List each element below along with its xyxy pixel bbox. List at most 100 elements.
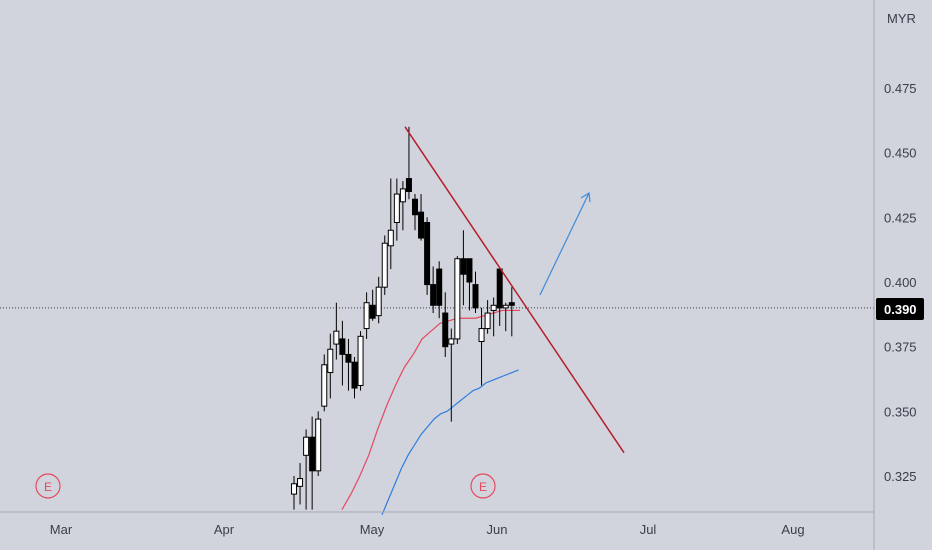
candle-body bbox=[466, 258, 473, 283]
candle-body bbox=[327, 348, 334, 374]
candle-body bbox=[297, 478, 304, 487]
candle-body bbox=[381, 242, 388, 288]
candle bbox=[381, 235, 388, 295]
candle bbox=[508, 287, 515, 337]
candle-body bbox=[375, 286, 382, 317]
candle-body bbox=[303, 436, 310, 456]
candle bbox=[333, 302, 340, 360]
candle-body bbox=[309, 436, 316, 472]
candle-body bbox=[333, 330, 340, 345]
candle-body bbox=[412, 198, 418, 216]
candle bbox=[393, 178, 400, 241]
candle-body bbox=[351, 361, 358, 389]
candle bbox=[303, 429, 310, 510]
candle bbox=[405, 126, 412, 200]
y-tick-label: 0.450 bbox=[884, 146, 917, 161]
last-price-label: 0.390 bbox=[884, 302, 917, 317]
candle bbox=[412, 194, 418, 231]
candle-body bbox=[436, 268, 443, 306]
candle bbox=[363, 292, 370, 339]
candle bbox=[460, 230, 467, 306]
candle-body bbox=[387, 229, 394, 247]
candle bbox=[424, 217, 431, 295]
candle-body bbox=[369, 304, 376, 319]
candle-body bbox=[393, 193, 400, 224]
y-tick-label: 0.425 bbox=[884, 210, 917, 225]
candle bbox=[345, 338, 352, 391]
candle bbox=[315, 411, 322, 476]
last-price-tag: 0.390 bbox=[876, 298, 924, 320]
candle-body bbox=[508, 302, 515, 306]
candle bbox=[502, 302, 509, 332]
candle bbox=[490, 297, 497, 337]
y-tick-label: 0.375 bbox=[884, 340, 917, 355]
candle-body bbox=[345, 353, 352, 363]
candle bbox=[375, 276, 382, 324]
candle bbox=[418, 194, 425, 241]
candle-body bbox=[460, 258, 467, 275]
candle bbox=[472, 271, 479, 314]
candle-body bbox=[399, 188, 406, 203]
candle bbox=[478, 307, 485, 386]
candle-body bbox=[321, 364, 328, 407]
forecast-arrow-line bbox=[539, 192, 590, 296]
candle bbox=[399, 181, 406, 231]
candle-body bbox=[496, 268, 503, 309]
x-tick-label: Mar bbox=[50, 522, 73, 537]
candle-body bbox=[405, 178, 412, 192]
candle bbox=[339, 320, 346, 386]
candle bbox=[351, 357, 358, 399]
candle-body bbox=[478, 328, 485, 342]
candle-body bbox=[454, 258, 461, 340]
candle-body bbox=[472, 284, 479, 309]
trendline bbox=[404, 126, 625, 454]
y-tick-label: 0.325 bbox=[884, 469, 917, 484]
candle bbox=[466, 258, 473, 311]
candle-body bbox=[484, 312, 491, 330]
currency-label: MYR bbox=[887, 11, 916, 26]
candle bbox=[484, 300, 491, 334]
candle-body bbox=[418, 211, 425, 239]
candle-body bbox=[339, 338, 346, 355]
y-tick-label: 0.400 bbox=[884, 275, 917, 290]
y-tick-label: 0.350 bbox=[884, 404, 917, 419]
candle bbox=[430, 266, 437, 314]
candle-body bbox=[490, 304, 497, 311]
x-tick-label: Aug bbox=[781, 522, 804, 537]
candle bbox=[297, 463, 304, 505]
earnings-marker-label: E bbox=[479, 480, 487, 494]
x-tick-label: Jul bbox=[640, 522, 657, 537]
candle bbox=[442, 292, 449, 358]
candle-body bbox=[357, 335, 364, 386]
candle-body bbox=[315, 418, 322, 472]
earnings-marker: E bbox=[470, 473, 496, 499]
candle bbox=[357, 331, 364, 391]
candle bbox=[387, 178, 394, 270]
candle bbox=[321, 354, 328, 412]
candle-body bbox=[424, 222, 431, 286]
earnings-marker-circle bbox=[35, 473, 61, 499]
candle-body bbox=[448, 338, 455, 345]
candle-body bbox=[442, 312, 449, 348]
candle bbox=[369, 289, 376, 321]
candle-body bbox=[502, 304, 509, 309]
candle bbox=[454, 256, 461, 345]
x-tick-label: May bbox=[360, 522, 385, 537]
candle bbox=[436, 261, 443, 319]
candle-body bbox=[291, 483, 297, 495]
earnings-marker-circle bbox=[470, 473, 496, 499]
x-tick-label: Jun bbox=[487, 522, 508, 537]
earnings-marker: E bbox=[35, 473, 61, 499]
candle-body bbox=[363, 302, 370, 330]
candle bbox=[291, 476, 297, 510]
candle bbox=[448, 328, 455, 422]
earnings-marker-label: E bbox=[44, 480, 52, 494]
candle-body bbox=[430, 284, 437, 306]
candle bbox=[327, 333, 334, 399]
x-tick-label: Apr bbox=[214, 522, 235, 537]
ma-slow-line bbox=[381, 369, 519, 516]
y-tick-label: 0.475 bbox=[884, 81, 917, 96]
forecast-arrow-head bbox=[580, 191, 591, 203]
